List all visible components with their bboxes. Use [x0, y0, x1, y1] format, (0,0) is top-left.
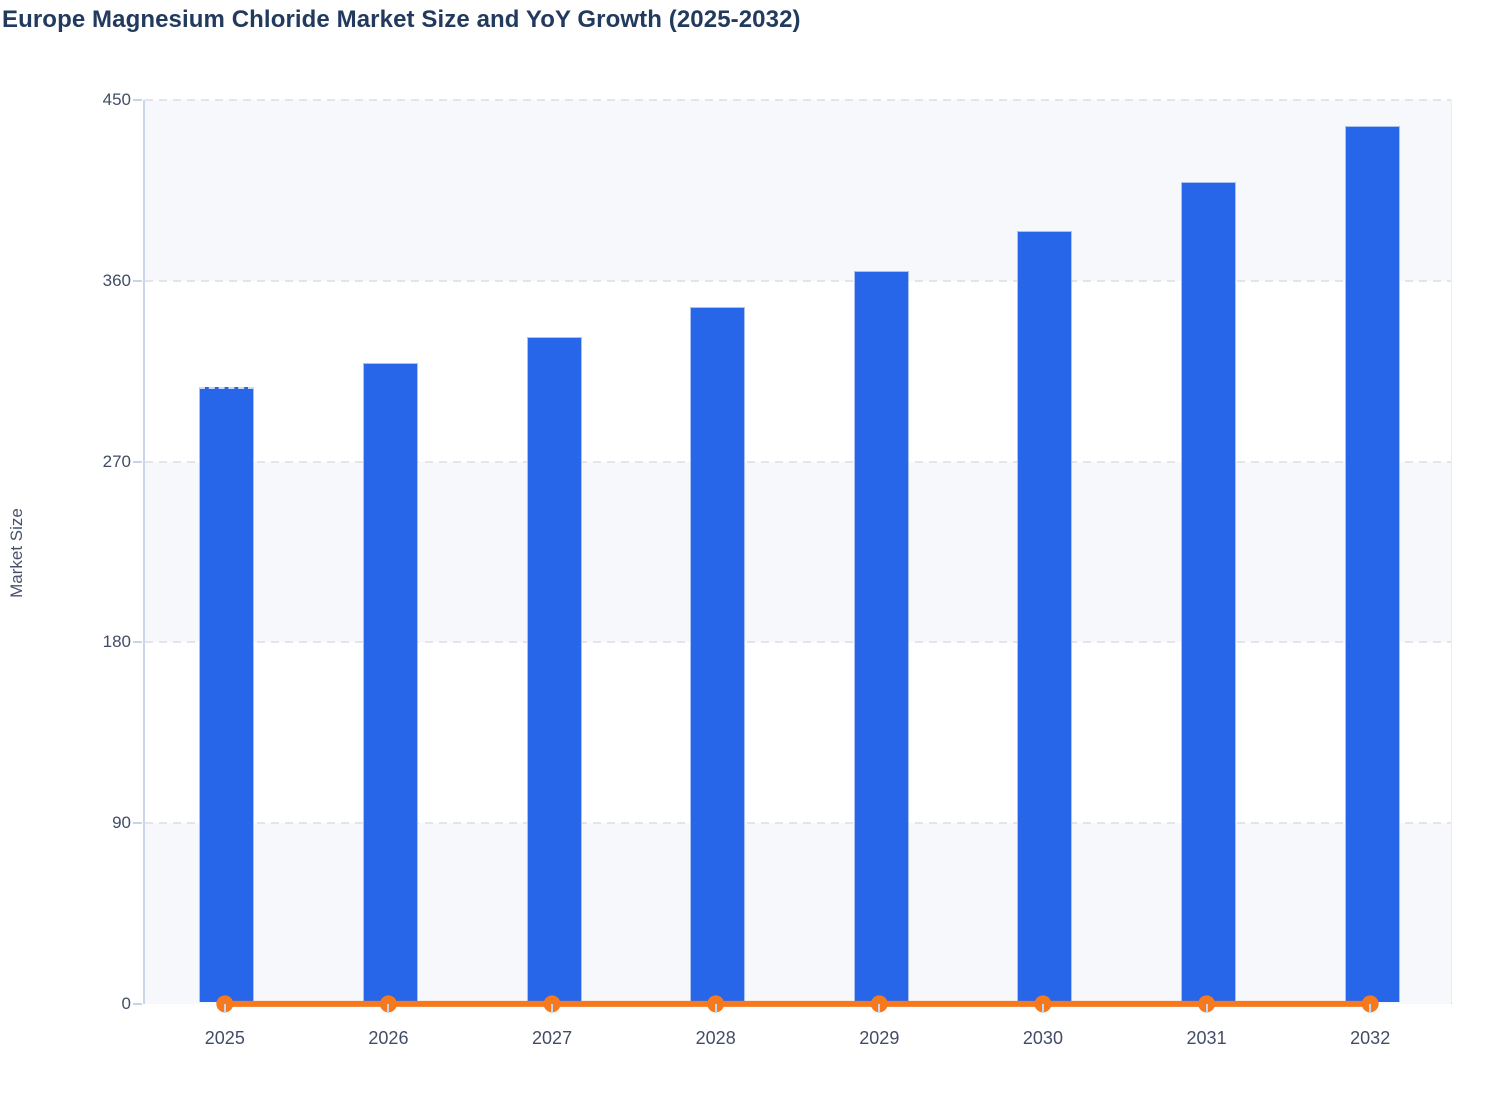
gridline-90 [145, 822, 1451, 825]
y-tick-mark [133, 99, 142, 101]
plot-band [145, 642, 1451, 823]
plot-band [145, 823, 1451, 1004]
y-axis-title: Market Size [7, 508, 26, 598]
y-tick-label-270: 270 [102, 451, 131, 471]
plot-area [143, 99, 1452, 1004]
gridline-180 [145, 641, 1451, 644]
x-tick-label-2029: 2029 [859, 1028, 900, 1048]
y-tick-mark [133, 460, 142, 463]
y-tick-mark [133, 822, 142, 825]
x-tick-label-2025: 2025 [204, 1028, 245, 1048]
market-size-bar-2028[interactable] [690, 306, 746, 1002]
y-tick-label-450: 450 [102, 90, 131, 109]
market-size-bar-2030[interactable] [1017, 230, 1073, 1002]
y-tick-label-180: 180 [102, 632, 131, 652]
y-tick-label-0: 0 [121, 994, 131, 1013]
x-tick-mark [1369, 1004, 1372, 1013]
x-tick-label-2026: 2026 [368, 1028, 409, 1048]
y-tick-label-90: 90 [112, 813, 131, 833]
x-tick-label-2030: 2030 [1022, 1028, 1063, 1048]
y-tick-mark [133, 279, 142, 282]
x-tick-mark [878, 1004, 881, 1013]
x-tick-label-2032: 2032 [1350, 1028, 1391, 1048]
x-tick-mark [387, 1004, 390, 1013]
plot-band [145, 281, 1451, 462]
plot-band [145, 461, 1451, 643]
x-tick-mark [223, 1004, 226, 1013]
market-size-bar-2032[interactable] [1344, 126, 1400, 1002]
x-tick-mark [551, 1004, 554, 1013]
x-tick-label-2027: 2027 [532, 1028, 573, 1048]
market-size-bar-2031[interactable] [1181, 182, 1237, 1002]
market-size-bar-2025[interactable] [199, 387, 255, 1002]
x-tick-mark [714, 1004, 717, 1013]
y-tick-mark [133, 1003, 142, 1005]
y-tick-mark [133, 641, 142, 644]
y-tick-label-360: 360 [102, 270, 131, 290]
x-tick-mark [1041, 1004, 1044, 1013]
x-tick-label-2031: 2031 [1186, 1028, 1227, 1048]
gridline-360 [145, 279, 1451, 282]
gridline-450 [145, 99, 1451, 101]
market-size-bar-2029[interactable] [853, 270, 909, 1002]
market-size-bar-2027[interactable] [526, 337, 582, 1002]
x-tick-mark [1205, 1004, 1208, 1013]
plot-band [145, 100, 1451, 281]
market-size-bar-2026[interactable] [362, 363, 418, 1002]
chart-title: Europe Magnesium Chloride Market Size an… [2, 6, 801, 33]
gridline-270 [145, 460, 1451, 463]
x-tick-label-2028: 2028 [695, 1028, 736, 1048]
